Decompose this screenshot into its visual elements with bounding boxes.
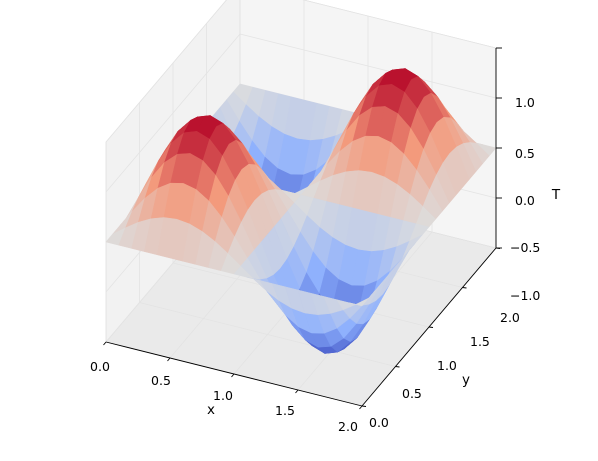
z-tick-label: 0.0	[515, 193, 535, 208]
axis-lines	[103, 47, 502, 410]
x-axis-label: x	[207, 402, 215, 418]
left-grid-line	[105, 33, 241, 193]
z-axis-label: T	[551, 187, 561, 203]
y-axis-ticks: 0.0 0.5 1.0 1.5 2.0	[369, 310, 520, 430]
y-tick-label: 2.0	[500, 310, 520, 325]
x-tick-label: 2.0	[338, 419, 358, 434]
x-tick-label: 0.0	[90, 359, 110, 374]
x-tick-mark	[167, 357, 171, 362]
floor-grid-line	[139, 302, 396, 367]
left-grid-line	[105, 0, 227, 143]
x-tick-mark	[295, 389, 299, 394]
z-tick-label: −1.0	[510, 288, 540, 303]
y-tick-label: 1.5	[470, 334, 490, 349]
x-tick-mark	[359, 405, 363, 410]
x-tick-mark	[231, 373, 235, 378]
x-tick-label: 1.0	[213, 388, 233, 403]
x-axis-ticks: 0.0 0.5 1.0 1.5 2.0	[90, 359, 358, 434]
y-tick-label: 1.0	[437, 358, 457, 373]
x-tick-mark	[103, 341, 107, 346]
y-tick-mark	[462, 287, 467, 289]
back-grid-line	[302, 0, 497, 49]
z-tick-label: 0.5	[515, 146, 535, 161]
x-tick-label: 1.5	[275, 403, 295, 418]
y-tick-mark	[428, 326, 434, 328]
z-tick-label: −0.5	[510, 240, 540, 255]
z-axis-ticks: 1.0 0.5 0.0 −0.5 −1.0	[510, 95, 540, 303]
back-grid-line	[239, 33, 497, 99]
y-axis-label: y	[462, 372, 470, 388]
x-tick-label: 0.5	[151, 373, 171, 388]
surface-mesh	[105, 68, 497, 354]
y-tick-label: 0.0	[369, 415, 389, 430]
z-tick-label: 1.0	[515, 95, 535, 110]
y-tick-label: 0.5	[402, 386, 422, 401]
y-tick-mark	[395, 366, 400, 368]
surface-patch	[348, 297, 369, 307]
y-tick-mark	[361, 405, 367, 407]
